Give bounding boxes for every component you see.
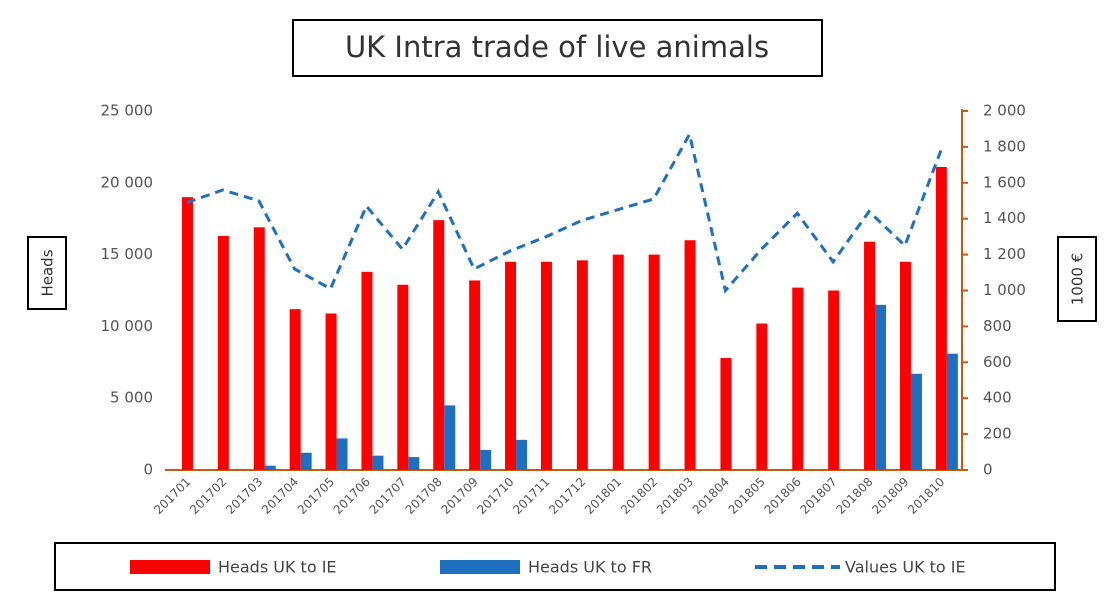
bar	[253, 227, 265, 470]
x-tick-label: 201711	[510, 475, 552, 517]
x-tick-label: 201809	[869, 475, 911, 517]
y2-tick-label: 1 400	[983, 209, 1026, 227]
y2-tick-label: 200	[983, 425, 1012, 443]
x-tick-label: 201701	[151, 475, 193, 517]
bar	[336, 438, 348, 470]
bar	[444, 405, 456, 470]
x-tick-label: 201810	[905, 475, 947, 517]
bar	[720, 357, 732, 470]
bar	[372, 455, 384, 470]
x-tick-label: 201805	[726, 475, 768, 517]
bar	[300, 452, 312, 470]
x-tick-label: 201707	[367, 475, 409, 517]
y2-tick-label: 1 200	[983, 245, 1026, 263]
bar	[325, 313, 337, 470]
bar	[576, 260, 588, 470]
y-tick-label: 15 000	[101, 245, 154, 263]
x-tick-label: 201801	[582, 475, 624, 517]
legend-swatch	[130, 560, 210, 574]
x-tick-label: 201803	[654, 475, 696, 517]
x-tick-label: 201706	[331, 475, 373, 517]
legend-box	[54, 542, 1056, 591]
x-tick-label: 201705	[295, 475, 337, 517]
bar	[875, 304, 887, 470]
bar	[469, 280, 481, 470]
y2-axis-label: 1000 €	[1069, 253, 1087, 306]
y-tick-label: 20 000	[101, 173, 154, 191]
legend-label: Heads UK to IE	[218, 558, 337, 577]
bar	[792, 287, 804, 470]
y2-tick-label: 1 600	[983, 173, 1026, 191]
y2-tick-label: 2 000	[983, 102, 1026, 120]
x-tick-label: 201710	[474, 475, 516, 517]
y2label-box	[1057, 236, 1097, 322]
y-tick-label: 0	[143, 461, 153, 479]
bar	[505, 261, 517, 470]
x-tick-label: 201807	[797, 475, 839, 517]
bar	[612, 254, 624, 470]
y-tick-label: 10 000	[101, 317, 154, 335]
y2-tick-label: 400	[983, 389, 1012, 407]
y-tick-label: 5 000	[110, 389, 153, 407]
bar	[684, 240, 696, 470]
x-tick-label: 201709	[438, 475, 480, 517]
x-tick-label: 201702	[187, 475, 229, 517]
x-tick-label: 201802	[618, 475, 660, 517]
bar	[289, 309, 301, 470]
bar	[935, 167, 947, 470]
y2-tick-label: 600	[983, 353, 1012, 371]
line-series	[186, 130, 943, 294]
bar	[433, 220, 445, 470]
bar	[899, 261, 911, 470]
ylabel-box	[27, 236, 67, 310]
bar	[756, 323, 768, 470]
bar	[828, 290, 840, 470]
bar	[397, 284, 409, 470]
x-tick-label: 201806	[762, 475, 804, 517]
chart-title: UK Intra trade of live animals	[345, 30, 769, 64]
y-axis-label: Heads	[39, 249, 57, 296]
x-tick-label: 201708	[403, 475, 445, 517]
legend-label: Values UK to IE	[845, 558, 966, 577]
legend-swatch	[440, 560, 520, 574]
x-tick-label: 201712	[546, 475, 588, 517]
bar	[910, 373, 922, 470]
title-box	[292, 19, 823, 77]
bar	[217, 235, 229, 470]
x-tick-label: 201704	[259, 475, 301, 517]
bar	[408, 457, 420, 470]
bar	[540, 261, 552, 470]
bar	[181, 197, 193, 470]
y2-tick-label: 1 000	[983, 281, 1026, 299]
y2-tick-label: 0	[983, 461, 993, 479]
bar	[516, 439, 528, 470]
bar	[264, 465, 276, 470]
bar	[361, 271, 373, 470]
bar	[864, 241, 876, 470]
legend-label: Heads UK to FR	[528, 558, 652, 577]
bar	[946, 353, 958, 470]
y2-tick-label: 800	[983, 317, 1012, 335]
y2-tick-label: 1 800	[983, 137, 1026, 155]
x-tick-label: 201808	[833, 475, 875, 517]
bar	[480, 449, 492, 470]
x-tick-label: 201804	[690, 475, 732, 517]
bar	[648, 254, 660, 470]
x-tick-label: 201703	[223, 475, 265, 517]
y-tick-label: 25 000	[101, 102, 154, 120]
